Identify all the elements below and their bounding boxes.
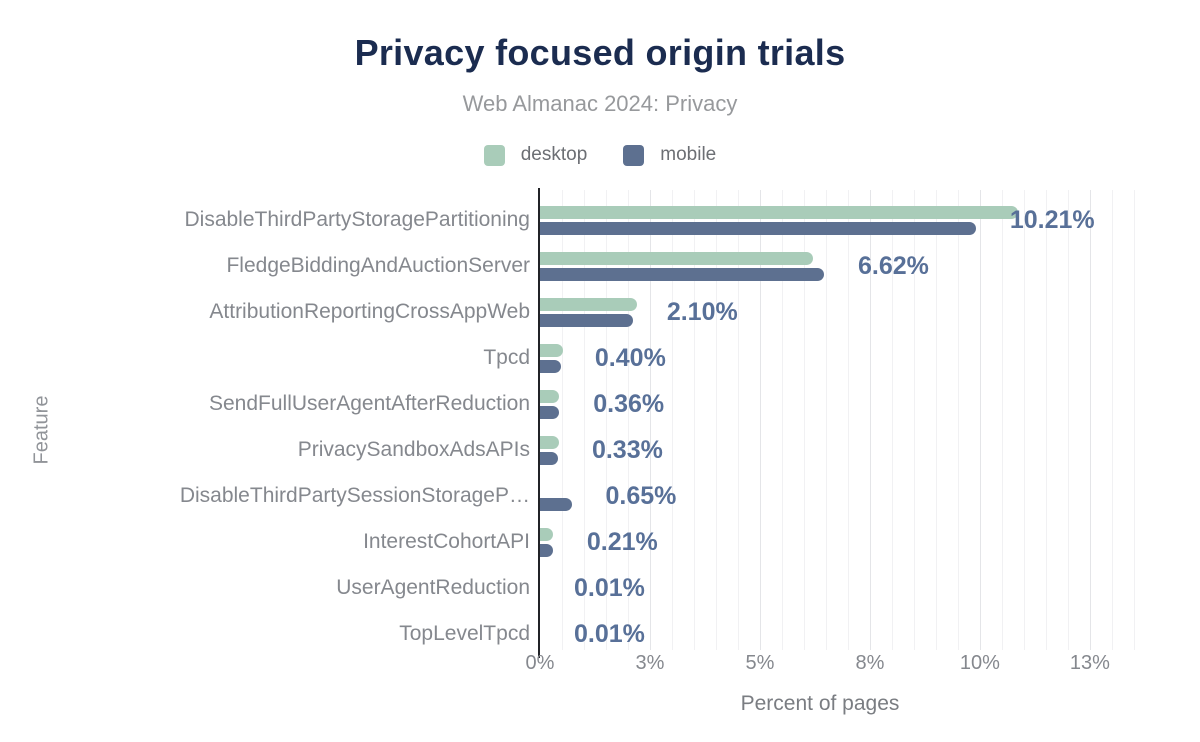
gridline [738,190,739,650]
bar-desktop [540,252,813,265]
gridline [650,190,651,650]
category-label: DisableThirdPartyStoragePartitioning [184,208,530,231]
category-label: InterestCohortAPI [363,530,530,553]
gridline [562,190,563,650]
bar-desktop [540,528,554,541]
bar-desktop [540,344,563,357]
value-label: 0.33% [591,436,663,464]
plot-area [540,190,1140,650]
gridline [782,190,783,650]
x-axis-tick-label: 0% [525,652,555,674]
value-label: 0.65% [605,482,677,510]
gridline [1023,190,1025,650]
bar-mobile [540,406,560,419]
gridline [628,190,629,650]
x-axis-tick-label: 10% [959,652,1000,674]
x-axis-tick-label: 3% [635,652,665,674]
value-label: 0.36% [593,390,665,418]
gridline [716,190,717,650]
bar-mobile [540,360,561,373]
gridline [957,190,959,650]
bar-desktop [540,390,560,403]
bar-mobile [540,544,553,557]
gridline [584,190,585,650]
legend: desktop mobile [0,142,1200,168]
value-label: 0.01% [574,620,645,648]
gridline [979,190,981,650]
category-label: SendFullUserAgentAfterReduction [208,392,530,415]
gridline [1089,190,1091,650]
category-label: DisableThirdPartySessionStorageP… [179,484,530,507]
legend-label-desktop: desktop [520,144,588,165]
gridline [869,190,871,650]
bar-desktop [540,206,1018,219]
bar-mobile [540,268,824,281]
gridline [694,190,695,650]
bar-mobile [540,314,633,327]
value-label: 0.01% [574,574,645,602]
value-label: 0.21% [586,528,658,556]
bar-mobile [540,452,558,465]
gridline [935,190,937,650]
bar-desktop [540,436,559,449]
legend-item-desktop: desktop [483,144,588,166]
gridline [847,190,849,650]
value-label: 10.21% [1009,206,1095,234]
gridline [1111,190,1113,650]
value-label: 6.62% [858,252,929,280]
gridline [760,190,761,650]
category-label: PrivacySandboxAdsAPIs [297,438,530,461]
bar-mobile [540,222,976,235]
category-label: FledgeBiddingAndAuctionServer [226,254,530,277]
gridline [606,190,607,650]
gridline [1045,190,1047,650]
category-label: AttributionReportingCrossAppWeb [209,300,530,323]
mobile-legend-swatch-icon [623,144,645,166]
y-axis-line [538,188,540,658]
gridline [1001,190,1003,650]
bar-mobile [540,498,572,511]
chart-subtitle: Web Almanac 2024: Privacy [462,91,738,116]
gridline [1133,190,1135,650]
chart-title: Privacy focused origin trials [354,32,846,73]
x-axis-tick-label: 5% [745,652,775,674]
gridline [913,190,915,650]
x-axis-tick-label: 8% [855,652,885,674]
desktop-legend-swatch-icon [483,144,505,166]
legend-label-mobile: mobile [660,144,717,165]
category-label: Tpcd [483,346,530,369]
category-label: UserAgentReduction [336,576,530,599]
gridline [891,190,893,650]
x-axis-tick-label: 13% [1069,652,1110,674]
x-axis-label: Percent of pages [740,692,900,715]
gridline [804,190,805,650]
gridline [825,190,827,650]
gridline [672,190,673,650]
category-label: TopLevelTpcd [399,622,530,645]
gridline [1067,190,1069,650]
value-label: 0.40% [594,344,666,372]
legend-item-mobile: mobile [623,144,716,166]
bar-desktop [540,298,638,311]
value-label: 2.10% [666,298,738,326]
